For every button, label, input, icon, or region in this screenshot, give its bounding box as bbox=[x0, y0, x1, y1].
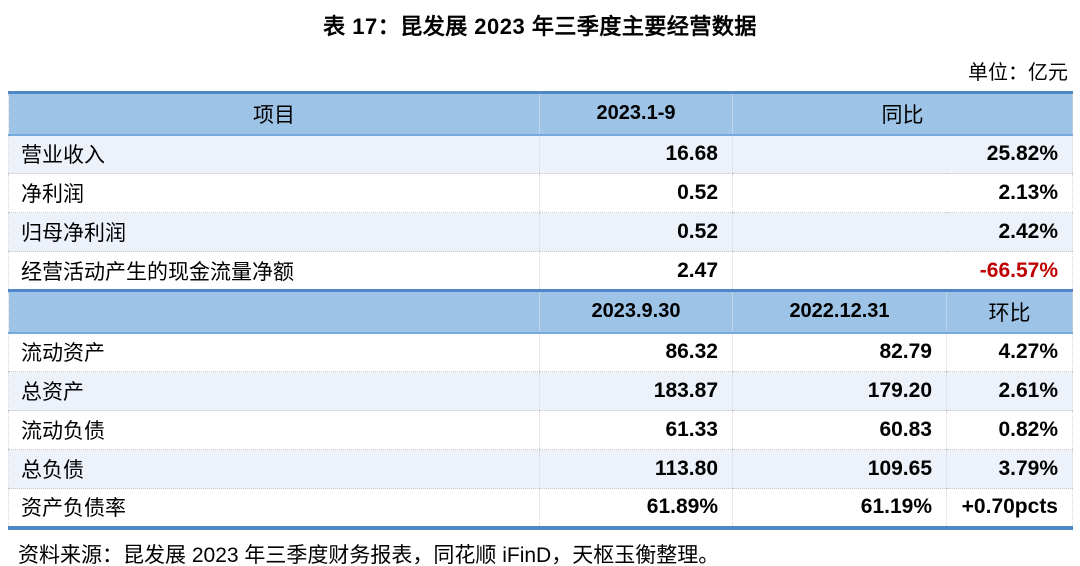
cell-value-current: 86.32 bbox=[539, 332, 733, 372]
table-row: 营业收入 16.68 25.82% bbox=[8, 134, 1073, 174]
row-label: 流动资产 bbox=[8, 332, 540, 372]
unit-label: 单位：亿元 bbox=[968, 62, 1068, 84]
header-yoy: 同比 bbox=[732, 91, 1073, 136]
row-label: 资产负债率 bbox=[8, 488, 540, 528]
cell-value: 0.52 bbox=[539, 173, 733, 213]
table-row: 净利润 0.52 2.13% bbox=[8, 173, 1073, 213]
header-date-2023-9-30: 2023.9.30 bbox=[539, 289, 733, 334]
cell-value-prior: 61.19% bbox=[732, 488, 947, 528]
financial-data-table: 项目 2023.1-9 同比 营业收入 16.68 25.82% 净利润 0.5… bbox=[8, 91, 1073, 530]
row-label: 流动负债 bbox=[8, 410, 540, 450]
cell-yoy: 2.13% bbox=[732, 173, 1073, 213]
section2-header-row: 2023.9.30 2022.12.31 环比 bbox=[8, 289, 1073, 334]
row-label: 经营活动产生的现金流量净额 bbox=[8, 251, 540, 291]
cell-value: 16.68 bbox=[539, 134, 733, 174]
cell-value-prior: 109.65 bbox=[732, 449, 947, 489]
table-row: 总负债 113.80 109.65 3.79% bbox=[8, 449, 1073, 489]
header-item-blank bbox=[8, 289, 540, 334]
table-row: 总资产 183.87 179.20 2.61% bbox=[8, 371, 1073, 411]
header-date-2022-12-31: 2022.12.31 bbox=[732, 289, 947, 334]
table-row: 流动负债 61.33 60.83 0.82% bbox=[8, 410, 1073, 450]
cell-qoq: 2.61% bbox=[946, 371, 1073, 411]
cell-value-current: 183.87 bbox=[539, 371, 733, 411]
row-label: 总负债 bbox=[8, 449, 540, 489]
table-row: 资产负债率 61.89% 61.19% +0.70pcts bbox=[8, 488, 1073, 528]
header-item: 项目 bbox=[8, 91, 540, 136]
table-row: 归母净利润 0.52 2.42% bbox=[8, 212, 1073, 252]
row-label: 总资产 bbox=[8, 371, 540, 411]
cell-value-prior: 82.79 bbox=[732, 332, 947, 372]
table-row: 流动资产 86.32 82.79 4.27% bbox=[8, 332, 1073, 372]
cell-value: 0.52 bbox=[539, 212, 733, 252]
cell-qoq: +0.70pcts bbox=[946, 488, 1073, 528]
cell-yoy: 2.42% bbox=[732, 212, 1073, 252]
table-title: 表 17：昆发展 2023 年三季度主要经营数据 bbox=[323, 14, 757, 39]
cell-value-current: 61.89% bbox=[539, 488, 733, 528]
row-label: 归母净利润 bbox=[8, 212, 540, 252]
cell-yoy-negative: -66.57% bbox=[732, 251, 1073, 291]
cell-qoq: 0.82% bbox=[946, 410, 1073, 450]
cell-qoq: 4.27% bbox=[946, 332, 1073, 372]
cell-qoq: 3.79% bbox=[946, 449, 1073, 489]
source-note: 资料来源：昆发展 2023 年三季度财务报表，同花顺 iFinD，天枢玉衡整理。 bbox=[18, 543, 720, 566]
cell-value-prior: 60.83 bbox=[732, 410, 947, 450]
header-period-2023-1-9: 2023.1-9 bbox=[539, 91, 733, 136]
table-row: 经营活动产生的现金流量净额 2.47 -66.57% bbox=[8, 251, 1073, 291]
cell-value: 2.47 bbox=[539, 251, 733, 291]
row-label: 净利润 bbox=[8, 173, 540, 213]
cell-yoy: 25.82% bbox=[732, 134, 1073, 174]
cell-value-current: 113.80 bbox=[539, 449, 733, 489]
header-qoq: 环比 bbox=[946, 289, 1073, 334]
row-label: 营业收入 bbox=[8, 134, 540, 174]
cell-value-current: 61.33 bbox=[539, 410, 733, 450]
cell-value-prior: 179.20 bbox=[732, 371, 947, 411]
section1-header-row: 项目 2023.1-9 同比 bbox=[8, 91, 1073, 136]
